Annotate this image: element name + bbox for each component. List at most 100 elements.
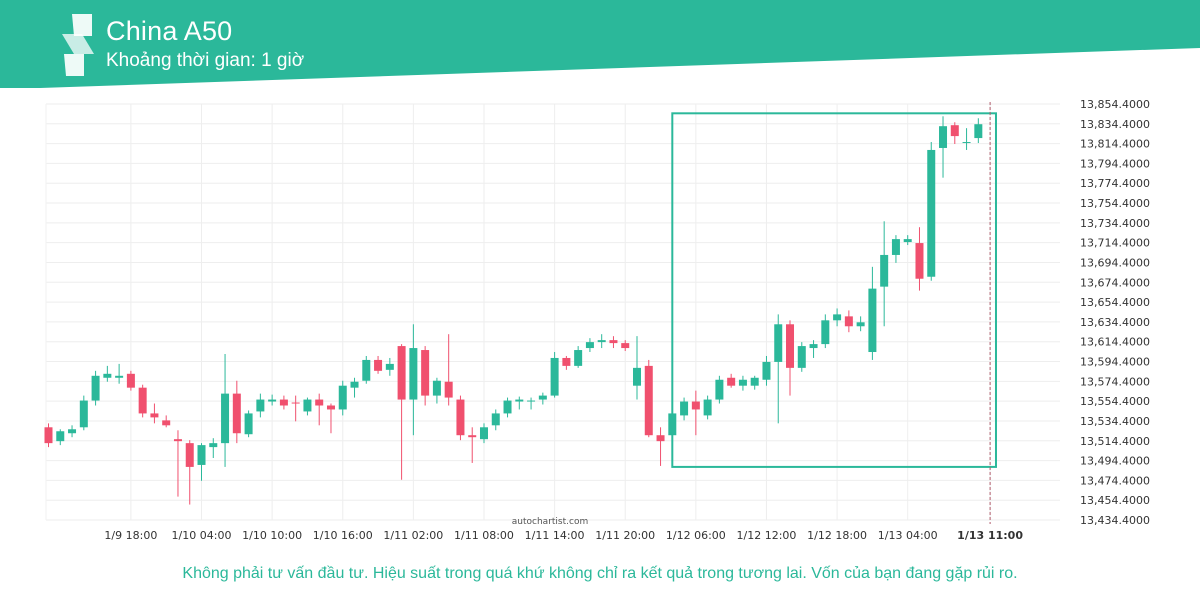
pattern-box (671, 112, 997, 468)
candle-body (409, 348, 418, 400)
candle-body (680, 401, 689, 416)
candle-body (527, 400, 536, 402)
header-banner-shape (0, 0, 1200, 88)
x-tick-label: 1/10 16:00 (313, 529, 373, 542)
candle-body (962, 142, 971, 144)
x-tick-label: 1/12 12:00 (737, 529, 797, 542)
y-tick-label: 13,694.4000 (1080, 256, 1150, 269)
y-tick-label: 13,614.4000 (1080, 336, 1150, 349)
candle-body (880, 254, 889, 287)
x-tick-label: 1/11 20:00 (595, 529, 655, 542)
watermark-text: autochartist.com (512, 517, 588, 527)
y-tick-label: 13,654.4000 (1080, 296, 1150, 309)
timeframe-subtitle: Khoảng thời gian: 1 giờ (106, 50, 305, 71)
candle-body (868, 288, 877, 353)
candle-body (491, 413, 500, 426)
candle-body (703, 399, 712, 416)
y-tick-label: 13,634.4000 (1080, 316, 1150, 329)
candle-body (268, 399, 277, 402)
candle-body (303, 399, 312, 412)
candle-body (974, 124, 983, 139)
candle-body (891, 239, 900, 255)
candle-body (397, 346, 406, 400)
y-tick-label: 13,434.4000 (1080, 514, 1150, 527)
candle-body (833, 314, 842, 321)
candle-body (939, 126, 948, 148)
candle-body (421, 350, 430, 396)
candle-body (550, 357, 559, 396)
y-tick-label: 13,514.4000 (1080, 435, 1150, 448)
candle-body (844, 316, 853, 327)
x-tick-label: 1/10 10:00 (242, 529, 302, 542)
candle-body (821, 320, 830, 345)
x-tick-label: 1/11 14:00 (525, 529, 585, 542)
x-tick-label: 1/11 02:00 (383, 529, 443, 542)
candle-body (668, 413, 677, 436)
candle-body (338, 385, 347, 410)
candle-body (774, 324, 783, 362)
y-tick-label: 13,454.4000 (1080, 494, 1150, 507)
candle-body (209, 443, 218, 448)
candle-body (927, 149, 936, 277)
candle-body (362, 359, 371, 381)
candle-body (644, 365, 653, 436)
candle-body (350, 381, 359, 388)
y-tick-label: 13,554.4000 (1080, 395, 1150, 408)
candle-body (315, 399, 324, 406)
candle-body (727, 377, 736, 386)
y-tick-label: 13,474.4000 (1080, 474, 1150, 487)
header-banner (0, 0, 1200, 88)
x-tick-label: 1/12 18:00 (807, 529, 867, 542)
candle-body (797, 346, 806, 368)
y-tick-label: 13,494.4000 (1080, 455, 1150, 468)
y-tick-label: 13,794.4000 (1080, 157, 1150, 170)
candle-body (456, 399, 465, 436)
x-tick-label: 1/13 04:00 (878, 529, 938, 542)
candle-body (150, 413, 159, 418)
candle-body (538, 395, 547, 400)
candle-body (750, 377, 759, 386)
y-tick-label: 13,534.4000 (1080, 415, 1150, 428)
candle-body (444, 381, 453, 398)
candle-body (715, 379, 724, 400)
candle-body (432, 380, 441, 396)
x-tick-label: 1/12 06:00 (666, 529, 726, 542)
candle-body (44, 427, 53, 444)
candle-body (597, 340, 606, 343)
candle-body (126, 373, 135, 388)
y-tick-label: 13,814.4000 (1080, 138, 1150, 151)
candle-body (221, 393, 230, 444)
x-tick-label: 1/13 11:00 (957, 529, 1023, 542)
candle-body (468, 435, 477, 438)
y-tick-label: 13,854.4000 (1080, 98, 1150, 111)
candle-body (68, 429, 77, 434)
candle-body (232, 393, 241, 434)
candle-body (633, 367, 641, 386)
y-tick-label: 13,574.4000 (1080, 375, 1150, 388)
x-tick-label: 1/9 18:00 (104, 529, 157, 542)
candle-body (162, 420, 171, 426)
candle-body (374, 359, 383, 371)
candle-body (479, 427, 488, 440)
y-tick-label: 13,774.4000 (1080, 177, 1150, 190)
y-tick-label: 13,674.4000 (1080, 276, 1150, 289)
candle-body (197, 445, 206, 465)
y-tick-label: 13,834.4000 (1080, 118, 1150, 131)
candle-body (574, 350, 583, 366)
candle-body (115, 375, 124, 378)
candlestick-chart: 13,854.4000 13,834.4000 13,814.4000 13,794.… (44, 98, 1150, 542)
y-tick-label: 13,714.4000 (1080, 237, 1150, 250)
candle-body (515, 399, 524, 402)
candle-body (256, 399, 265, 412)
candle-body (185, 443, 194, 467)
candle-body (809, 344, 818, 349)
candle-body (326, 405, 335, 410)
x-tick-label: 1/10 04:00 (172, 529, 232, 542)
candle-body (138, 387, 147, 414)
candle-body (762, 361, 771, 380)
candle-body (173, 439, 182, 442)
candle-body (244, 413, 253, 435)
candle-body (738, 379, 747, 386)
x-tick-label: 1/11 08:00 (454, 529, 514, 542)
candle-body (915, 243, 924, 279)
